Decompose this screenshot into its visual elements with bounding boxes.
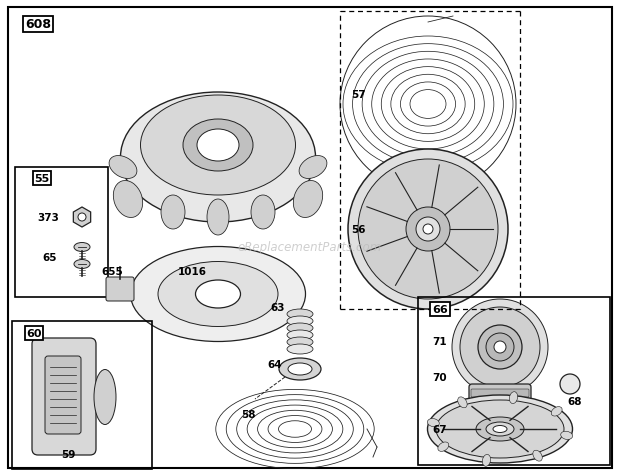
Text: 65: 65 [43, 252, 57, 262]
FancyBboxPatch shape [471, 389, 529, 397]
FancyBboxPatch shape [471, 399, 529, 407]
Ellipse shape [113, 181, 143, 218]
Ellipse shape [287, 344, 313, 354]
Text: 373: 373 [37, 213, 59, 223]
Ellipse shape [94, 370, 116, 425]
Ellipse shape [476, 417, 524, 441]
FancyBboxPatch shape [32, 338, 96, 455]
Text: 63: 63 [271, 302, 285, 312]
FancyBboxPatch shape [106, 278, 134, 301]
Text: 64: 64 [268, 359, 282, 369]
Text: 70: 70 [433, 372, 447, 382]
Text: 60: 60 [26, 328, 42, 338]
Circle shape [460, 307, 540, 387]
Ellipse shape [438, 442, 449, 451]
Ellipse shape [287, 317, 313, 327]
Ellipse shape [288, 363, 312, 375]
Circle shape [406, 208, 450, 251]
Ellipse shape [195, 280, 241, 308]
Text: 608: 608 [25, 19, 51, 31]
Text: 55: 55 [34, 174, 50, 184]
Text: 655: 655 [101, 267, 123, 277]
Ellipse shape [287, 323, 313, 333]
Circle shape [416, 218, 440, 241]
Text: 68: 68 [568, 396, 582, 406]
Ellipse shape [299, 156, 327, 179]
Text: 58: 58 [241, 409, 255, 419]
Text: 67: 67 [433, 424, 447, 434]
Text: 1016: 1016 [177, 267, 206, 277]
Circle shape [560, 374, 580, 394]
Ellipse shape [482, 455, 490, 466]
FancyBboxPatch shape [45, 356, 81, 434]
Ellipse shape [287, 309, 313, 319]
Ellipse shape [130, 247, 306, 342]
Circle shape [348, 149, 508, 309]
Circle shape [358, 159, 498, 299]
Circle shape [423, 225, 433, 235]
Circle shape [486, 333, 514, 361]
Ellipse shape [560, 431, 573, 439]
Text: eReplacementParts.com: eReplacementParts.com [238, 241, 382, 254]
Ellipse shape [120, 93, 316, 223]
Ellipse shape [428, 395, 572, 463]
Ellipse shape [161, 196, 185, 229]
Circle shape [452, 299, 548, 395]
Ellipse shape [486, 422, 514, 436]
Circle shape [494, 341, 506, 353]
Ellipse shape [109, 156, 137, 179]
FancyBboxPatch shape [469, 384, 531, 426]
Ellipse shape [141, 96, 296, 196]
Ellipse shape [293, 181, 322, 218]
Text: 57: 57 [351, 90, 365, 100]
Ellipse shape [458, 397, 467, 408]
Text: 59: 59 [61, 449, 75, 459]
Ellipse shape [74, 243, 90, 252]
Ellipse shape [207, 199, 229, 236]
Ellipse shape [287, 330, 313, 340]
Ellipse shape [197, 130, 239, 162]
Ellipse shape [436, 400, 564, 458]
Ellipse shape [493, 426, 507, 433]
Circle shape [478, 325, 522, 369]
Ellipse shape [183, 120, 253, 172]
Ellipse shape [158, 262, 278, 327]
Ellipse shape [510, 392, 518, 404]
Ellipse shape [287, 337, 313, 347]
Text: 56: 56 [351, 225, 365, 235]
Ellipse shape [251, 196, 275, 229]
Ellipse shape [74, 260, 90, 269]
Ellipse shape [427, 419, 440, 427]
Ellipse shape [533, 450, 542, 461]
Circle shape [78, 214, 86, 221]
Text: 71: 71 [433, 336, 447, 346]
FancyBboxPatch shape [471, 409, 529, 417]
Text: 66: 66 [432, 304, 448, 314]
Ellipse shape [279, 358, 321, 380]
Ellipse shape [551, 407, 562, 416]
